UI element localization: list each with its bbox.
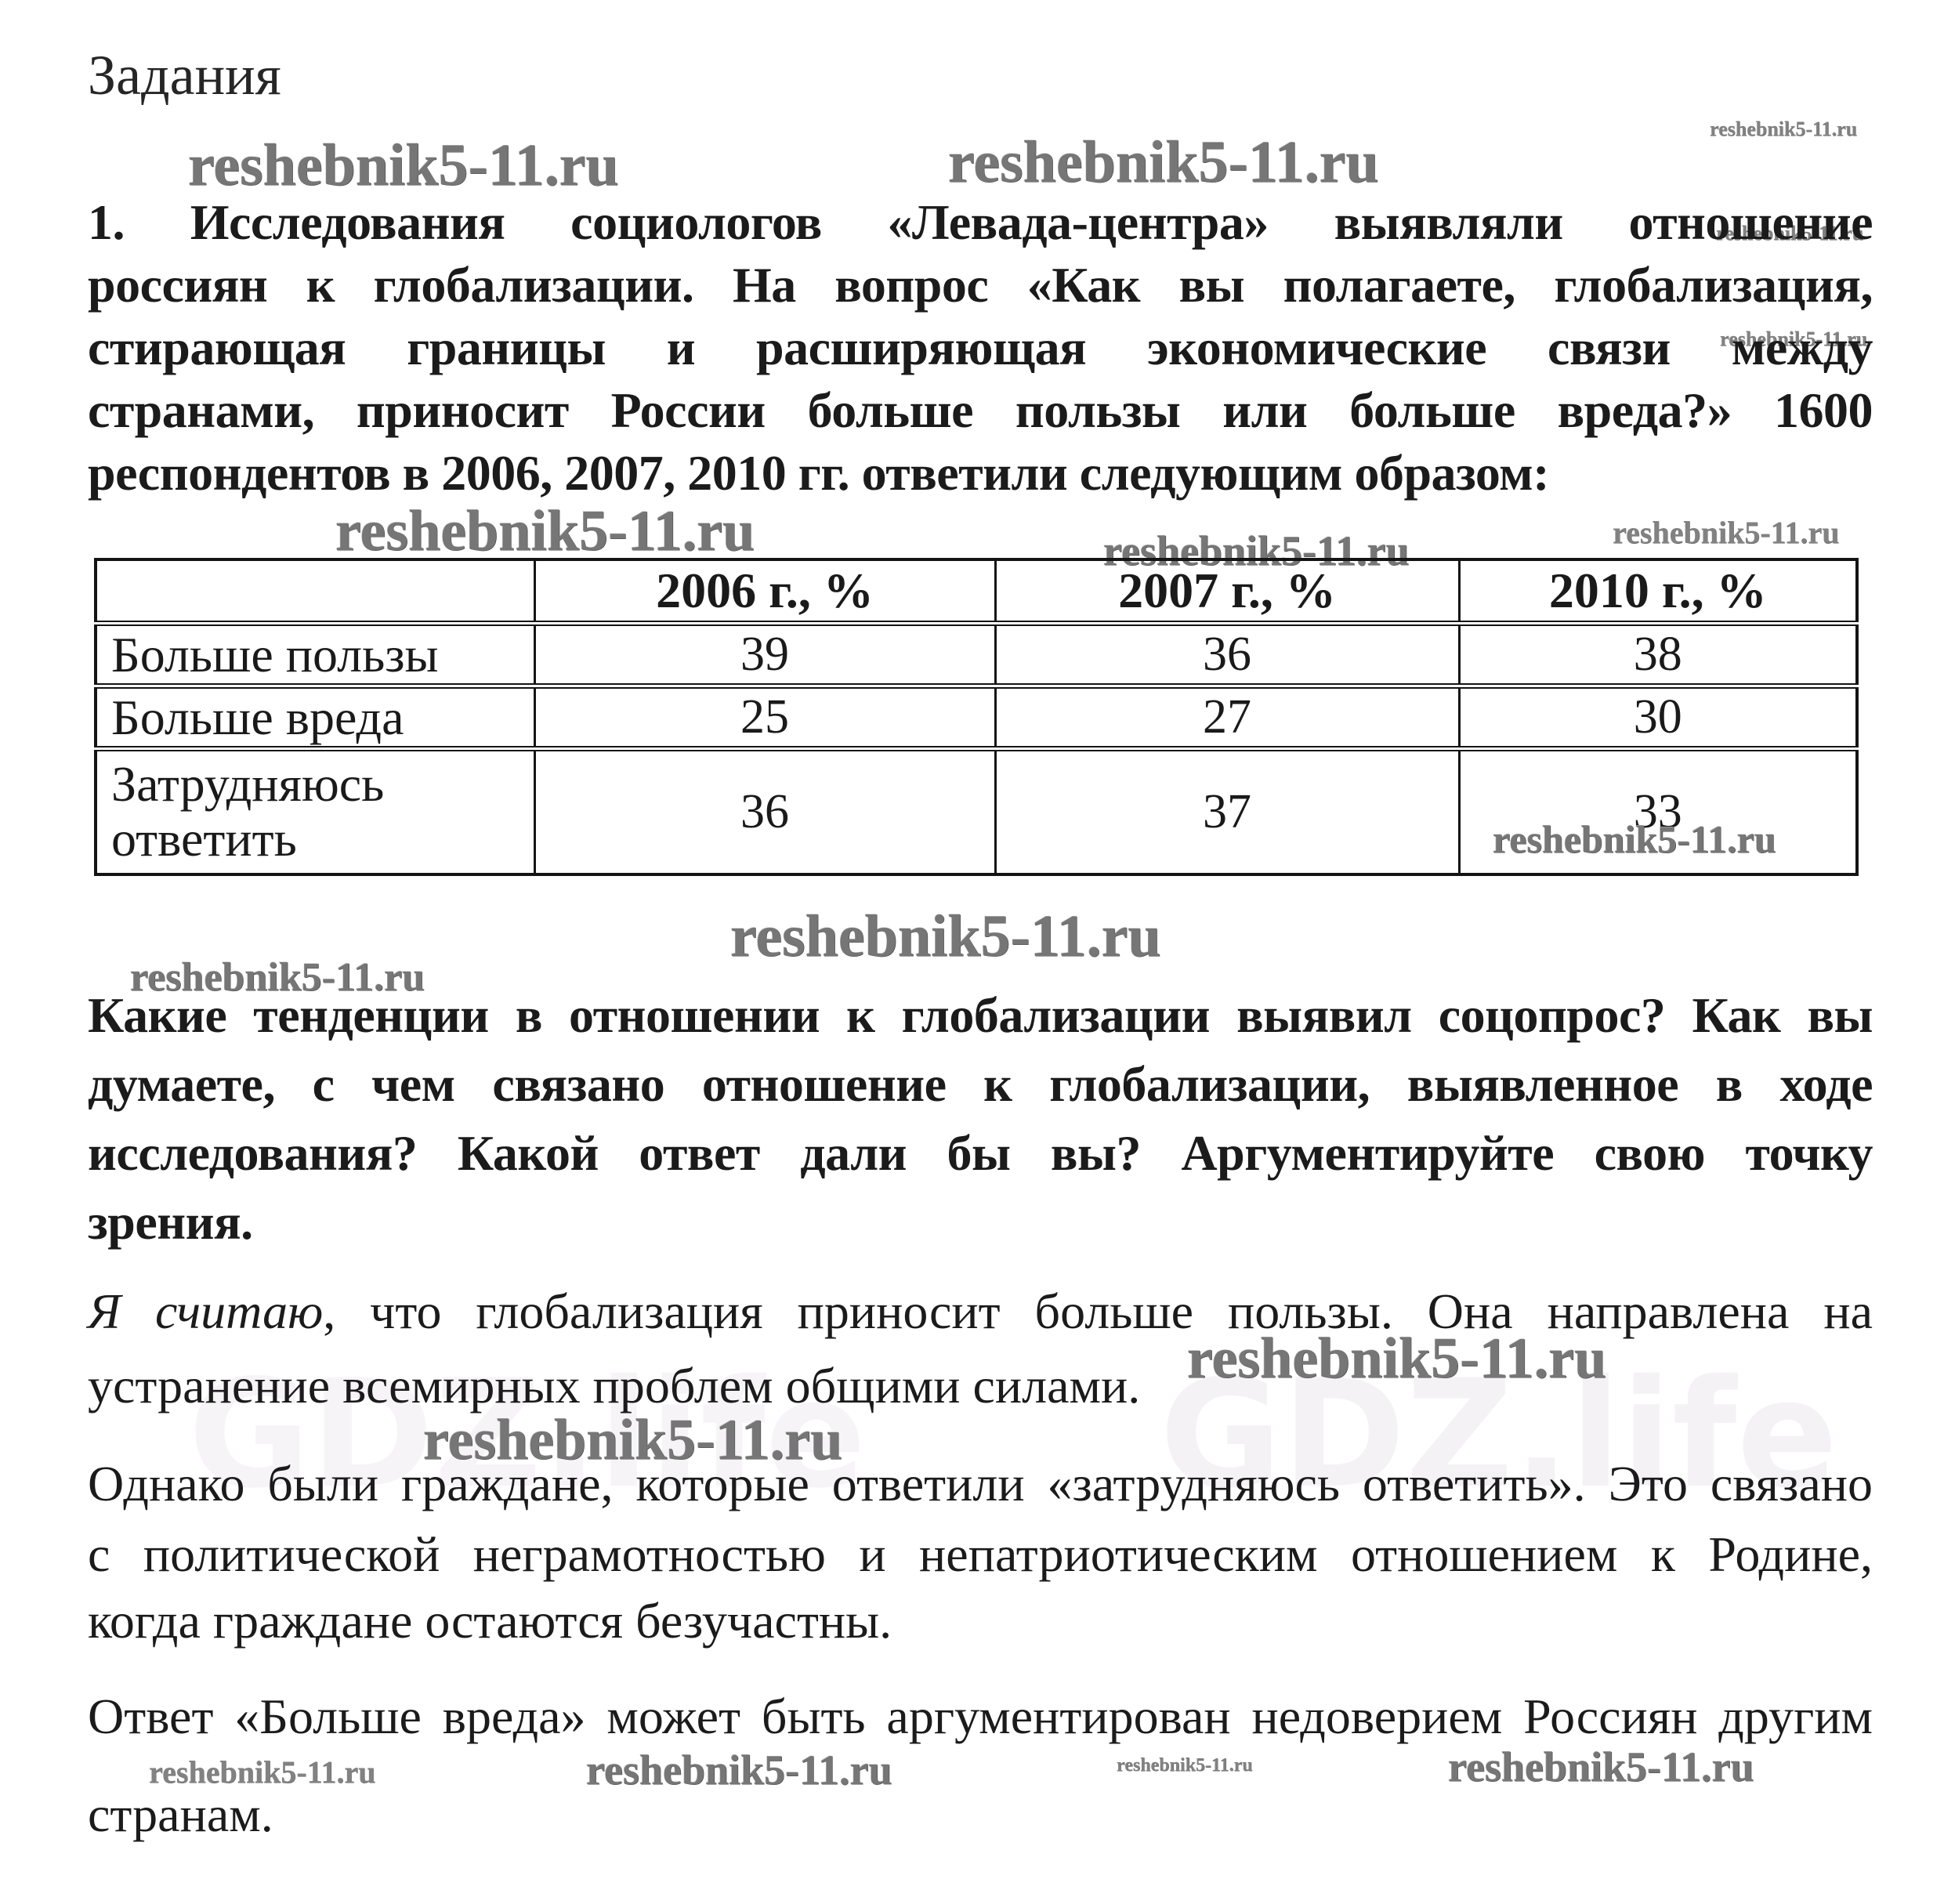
watermark-text: reshebnik5-11.ru [1720,328,1868,350]
task-line: респондентов в 2006, 2007, 2010 гг. отве… [88,445,1550,501]
table-header-empty [94,559,536,624]
row-label: Затрудняюсь ответить [94,746,536,874]
watermark-text: reshebnik5-11.ru [423,1408,843,1472]
watermark-text: reshebnik5-11.ru [335,499,755,563]
row-label: Больше пользы [94,621,536,686]
answer-line: с политической неграмотностью и непатрио… [88,1526,1873,1582]
background-watermark: GDZ.life [1160,1348,1838,1521]
watermark-text: reshebnik5-11.ru [188,132,619,198]
table-row: Больше пользы 39 36 38 [94,621,1859,686]
answer-line-text: , что глобализация приносит больше польз… [323,1283,1873,1339]
table-cell-value: 36 [533,746,997,874]
task-line: 1. Исследования социологов «Левада-центр… [88,194,1873,250]
watermark-text: reshebnik5-11.ru [1493,817,1776,861]
table-row: Больше вреда 25 27 30 [94,683,1859,749]
table-cell-value: 30 [1457,683,1859,749]
watermark-text: reshebnik5-11.ru [130,955,425,1000]
row-label-line: Затрудняюсь [111,756,385,813]
table-header-2010: 2010 г., % [1457,559,1859,624]
survey-table: 2006 г., % 2007 г., % 2010 г., % Больше … [94,558,1859,876]
watermark-text: reshebnik5-11.ru [586,1747,892,1794]
row-label-line: ответить [111,811,297,867]
table-cell-value: 37 [994,746,1461,874]
task-line: россиян к глобализации. На вопрос «Как в… [88,257,1873,313]
question-line: зрения. [88,1194,253,1250]
background-watermark: GDZ.life [188,1348,867,1521]
table-cell-value: 36 [994,621,1461,686]
watermark-text: reshebnik5-11.ru [730,903,1161,969]
table-cell-value: 27 [994,683,1461,749]
table-header-row: 2006 г., % 2007 г., % 2010 г., % [94,559,1859,624]
task-line: стирающая границы и расширяющая экономич… [88,320,1873,375]
watermark-text: reshebnik5-11.ru [1187,1327,1607,1391]
question-line: думаете, с чем связано отношение к глоба… [88,1056,1873,1112]
question-line: Какие тенденции в отношении к глобализац… [88,987,1873,1043]
task-line: странами, приносит России больше пользы … [88,382,1873,438]
answer-line: странам. [88,1786,273,1842]
watermark-text: reshebnik5-11.ru [1710,118,1858,140]
watermark-text: reshebnik5-11.ru [948,129,1379,195]
watermark-text: reshebnik5-11.ru [1448,1743,1754,1790]
row-label: Больше вреда [94,683,536,749]
table-row: Затрудняюсь ответить 36 37 33 [94,746,1859,874]
table-cell-value: 39 [533,621,997,686]
page-title: Задания [88,44,281,107]
question-line: исследования? Какой ответ дали бы вы? Ар… [88,1125,1873,1181]
answer-line: когда граждане остаются безучастны. [88,1593,892,1649]
watermark-text: reshebnik5-11.ru [1613,515,1840,550]
table-cell-value: 33 [1457,746,1859,874]
table-header-2007: 2007 г., % [994,559,1461,624]
answer-line: Однако были граждане, которые ответили «… [88,1456,1873,1511]
answer-intro-italic: Я считаю [88,1283,324,1339]
answer-line: устранение всемирных проблем общими сила… [88,1358,1141,1414]
watermark-text: reshebnik5-11.ru [1117,1755,1253,1775]
table-cell-value: 25 [533,683,997,749]
table-cell-value: 38 [1457,621,1859,686]
watermark-text: reshebnik5-11.ru [149,1754,376,1790]
watermark-text: reshebnik5-11.ru [1716,222,1864,244]
answer-line: Ответ «Больше вреда» может быть аргумент… [88,1689,1873,1744]
table-header-2006: 2006 г., % [533,559,997,624]
answer-line: Я считаю, что глобализация приносит боль… [88,1283,1873,1340]
